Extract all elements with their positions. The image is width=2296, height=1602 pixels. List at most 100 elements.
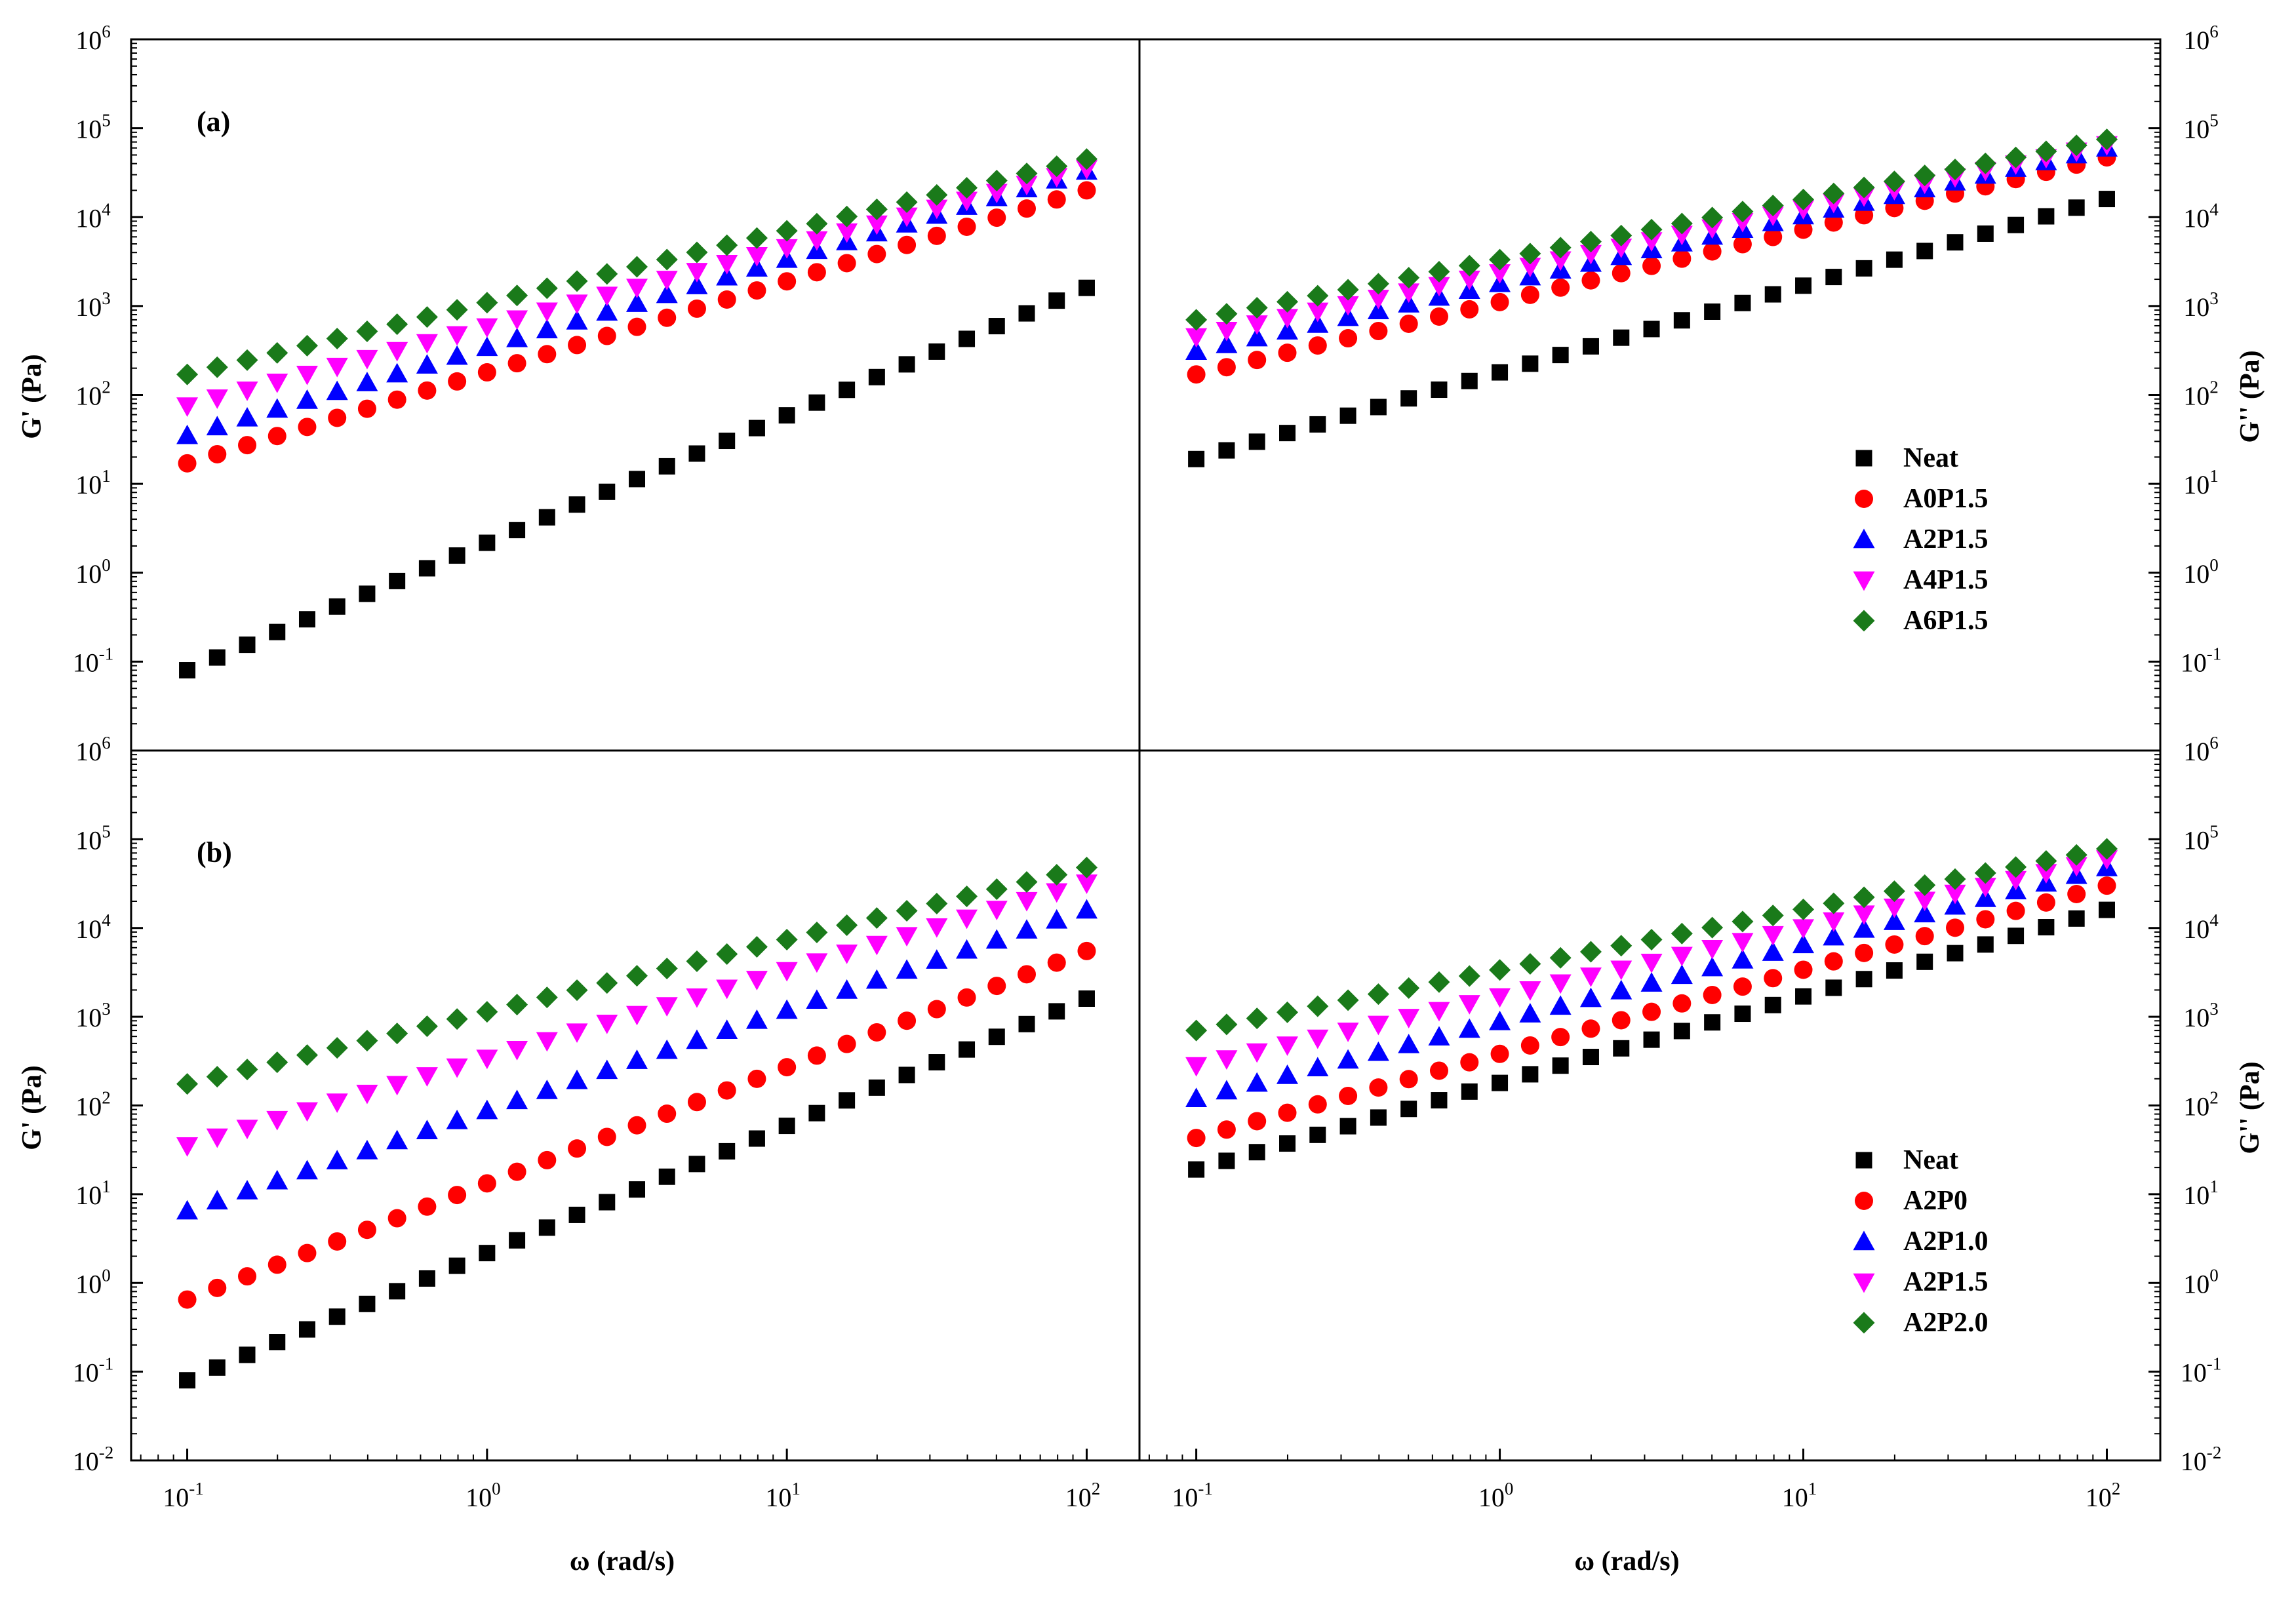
data-point: [1367, 1015, 1389, 1036]
data-point: [1492, 364, 1509, 381]
data-point: [1701, 206, 1724, 229]
data-point: [656, 958, 678, 980]
data-point: [476, 1049, 498, 1070]
data-point: [985, 878, 1008, 901]
legend-item: A2P1.5: [1853, 1267, 1989, 1297]
data-point: [1944, 158, 1966, 180]
data-point: [1400, 1101, 1417, 1118]
data-point: [328, 408, 347, 427]
data-point: [176, 363, 199, 385]
data-point: [1337, 989, 1359, 1011]
data-point: [179, 662, 196, 679]
data-point: [865, 969, 888, 989]
data-point: [446, 345, 468, 365]
data-point: [1428, 1026, 1450, 1046]
data-point: [2095, 838, 2118, 860]
data-point: [959, 1041, 976, 1058]
data-point: [716, 255, 738, 275]
data-point: [957, 217, 976, 236]
data-point: [776, 929, 798, 951]
data-point: [1671, 947, 1693, 967]
data-point: [865, 198, 888, 220]
data-point: [1075, 874, 1098, 894]
data-point: [1825, 979, 1842, 996]
data-point: [629, 1181, 646, 1198]
data-point: [326, 1150, 348, 1169]
data-point: [1185, 328, 1208, 348]
data-point: [1855, 971, 1872, 988]
data-point: [1853, 905, 1875, 926]
data-point: [1216, 1080, 1238, 1100]
data-point: [266, 374, 288, 393]
data-point: [1489, 988, 1511, 1008]
data-point: [1016, 163, 1038, 185]
data-point: [686, 275, 708, 294]
data-point: [1762, 926, 1784, 946]
x-tick-label: 100: [1478, 1479, 1514, 1512]
data-point: [416, 354, 438, 374]
data-point: [956, 191, 978, 212]
y-tick-label: 106: [75, 733, 111, 766]
y-tick-label: 100: [2183, 555, 2219, 589]
data-point: [808, 1104, 825, 1122]
legend-item: A2P1.0: [1853, 1226, 1989, 1257]
data-point: [2035, 140, 2057, 163]
data-point: [2068, 910, 2085, 927]
data-point: [1489, 248, 1511, 271]
series-A4P1.5: [176, 160, 1098, 417]
data-point: [1218, 1152, 1235, 1169]
data-point: [1551, 1028, 1570, 1047]
data-point: [627, 1116, 646, 1135]
data-point: [1399, 314, 1418, 333]
data-point: [208, 444, 227, 463]
data-point: [716, 1019, 738, 1039]
legend-label: A6P1.5: [1903, 606, 1989, 636]
data-point: [477, 1174, 496, 1193]
y-tick-labels-a-left: 10-1 100 101 102 103 104 105 106: [73, 22, 114, 677]
data-point: [238, 1267, 257, 1286]
data-point: [387, 1209, 406, 1228]
data-point: [206, 1128, 228, 1148]
data-point: [298, 1321, 315, 1338]
data-point: [2065, 857, 2088, 877]
data-point: [536, 1080, 558, 1099]
data-point: [1581, 1019, 1600, 1038]
data-point: [328, 1232, 347, 1251]
data-point: [926, 184, 948, 206]
data-point: [1733, 235, 1752, 254]
data-point: [476, 318, 498, 338]
data-point: [208, 649, 226, 666]
data-point: [1643, 321, 1660, 338]
data-point: [568, 1206, 585, 1223]
data-point: [896, 900, 918, 922]
data-point: [776, 962, 798, 982]
data-point: [745, 246, 768, 267]
y-tick-label: 10-1: [2181, 1354, 2222, 1388]
data-point: [298, 611, 315, 628]
data-point: [898, 1066, 915, 1084]
data-point: [865, 215, 888, 235]
data-point: [1278, 1135, 1296, 1152]
data-point: [1018, 1015, 1035, 1032]
x-tick-labels-b-right: 10-1 100 101 102: [1172, 1479, 2120, 1512]
data-point: [1640, 953, 1663, 973]
data-point: [296, 334, 318, 357]
data-point: [1914, 891, 1936, 912]
data-point: [418, 381, 437, 400]
data-point: [509, 522, 526, 539]
data-point: [1824, 952, 1843, 971]
data-point: [988, 318, 1005, 335]
panel-label: (a): [197, 106, 230, 138]
data-point: [1883, 880, 1905, 903]
data-point: [1519, 981, 1541, 1001]
data-point: [716, 943, 738, 966]
y-tick-labels-b-left: 10-2 10-1 100 101 102 103 104 105 106: [73, 733, 114, 1476]
data-point: [506, 327, 528, 347]
data-point: [479, 1245, 496, 1262]
data-point: [1764, 286, 1781, 303]
data-point: [1795, 277, 1812, 294]
data-point: [839, 1092, 856, 1109]
data-point: [837, 254, 856, 273]
data-point: [1522, 1066, 1539, 1083]
